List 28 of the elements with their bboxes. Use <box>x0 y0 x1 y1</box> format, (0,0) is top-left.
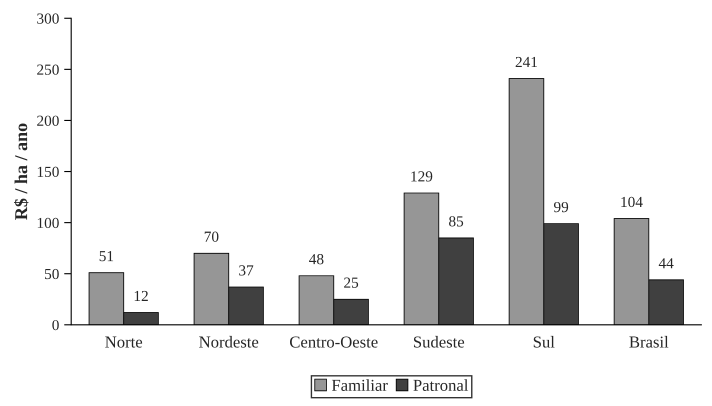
y-tick-label: 100 <box>38 218 59 228</box>
y-tick-label: 50 <box>45 268 59 280</box>
data-label: 25 <box>344 278 358 288</box>
y-axis-title: R$ / ha / ano <box>14 124 28 220</box>
y-tick-label: 200 <box>37 116 59 126</box>
data-label: 44 <box>658 258 674 268</box>
data-label: 85 <box>449 216 464 227</box>
data-label: 241 <box>516 56 538 67</box>
data-label: 99 <box>554 202 568 212</box>
data-label: 12 <box>134 290 148 301</box>
x-tick-label: Norte <box>105 336 142 348</box>
y-tick-label: 300 <box>37 13 59 24</box>
data-label: 51 <box>100 251 114 262</box>
y-tick-label: 250 <box>37 64 59 75</box>
data-label: 104 <box>621 196 643 208</box>
data-label: 129 <box>411 171 432 182</box>
data-label: 70 <box>204 232 218 242</box>
x-tick-label: Nordeste <box>199 336 258 348</box>
y-tick-label: 150 <box>38 166 59 177</box>
data-label: 37 <box>239 265 254 276</box>
legend-label: Familiar <box>332 379 388 391</box>
x-tick-label: Brasil <box>629 336 668 348</box>
x-tick-label: Sudeste <box>414 336 464 348</box>
x-tick-label: Sul <box>534 336 555 348</box>
legend-label: Patronal <box>413 379 468 391</box>
data-label: 48 <box>309 254 324 264</box>
y-tick-label: 0 <box>52 320 59 330</box>
x-tick-label: Centro-Oeste <box>290 336 378 348</box>
